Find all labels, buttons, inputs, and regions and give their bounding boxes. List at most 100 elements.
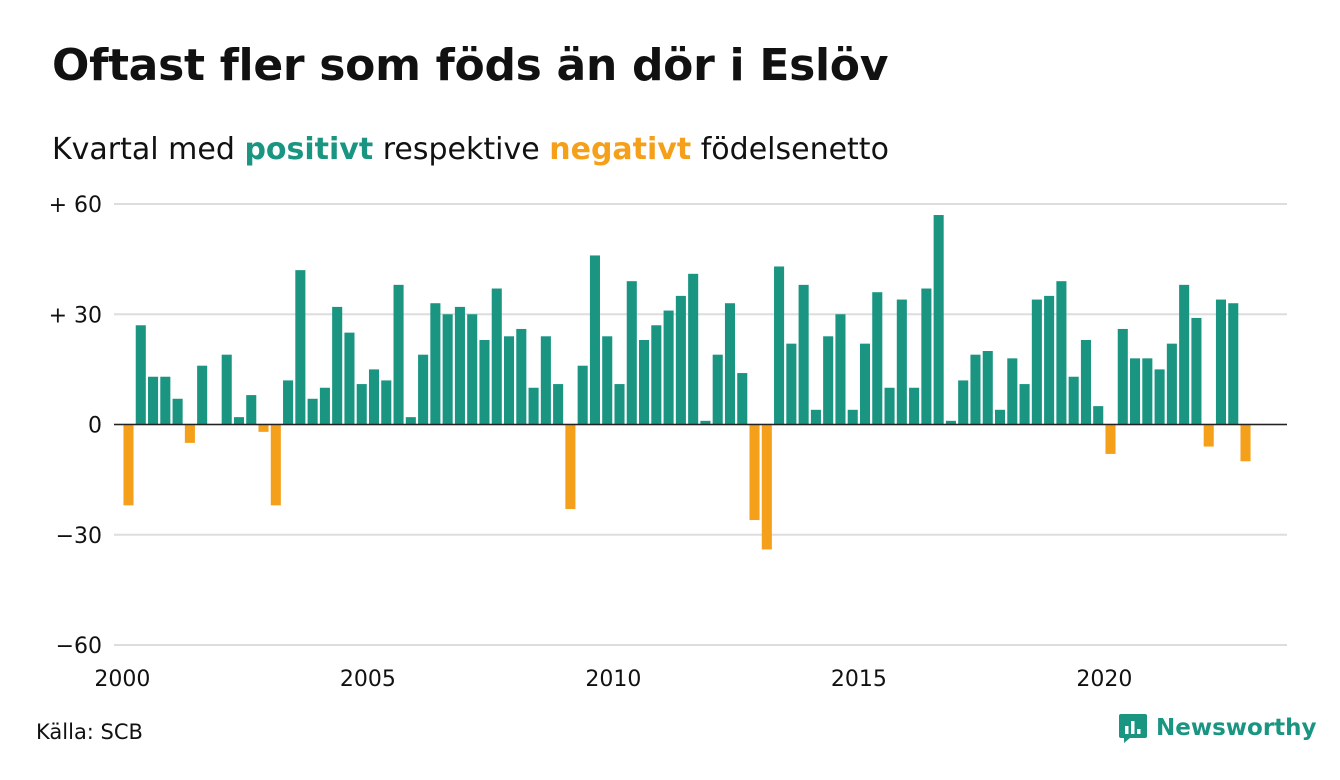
bar-2005-q4 (405, 417, 416, 425)
bar-2010-q3 (639, 339, 650, 425)
bar-2002-q3 (246, 395, 257, 425)
bar-2018-q3 (1031, 299, 1042, 425)
bar-2002-q2 (233, 417, 245, 425)
bar-2015-q4 (896, 299, 907, 425)
bar-2020-q4 (1142, 358, 1153, 425)
bar-chart: + 60 + 30 0 −30 −60 2000 2005 2010 2015 2020 (49, 193, 1287, 692)
bar-2009-q1 (565, 424, 576, 510)
bar-2018-q1 (1007, 358, 1018, 425)
bar-2004-q2 (332, 306, 343, 425)
bar-2014-q4 (847, 409, 858, 425)
bar-2004-q3 (344, 332, 355, 425)
bar-2021-q4 (1191, 317, 1202, 425)
bar-2020-q3 (1130, 358, 1141, 425)
bar-2002-q1 (221, 354, 232, 425)
brand-logo: Newsworthy (1118, 712, 1317, 744)
bar-2005-q1 (368, 369, 380, 425)
bar-2011-q2 (675, 295, 686, 425)
bar-2007-q2 (479, 339, 490, 425)
bar-2010-q1 (614, 384, 625, 425)
bars (123, 215, 1251, 550)
bar-2013-q2 (774, 266, 785, 425)
y-tick-label: −60 (56, 634, 102, 659)
bar-2003-q4 (307, 398, 318, 425)
bar-2012-q2 (724, 303, 736, 425)
bar-2019-q4 (1093, 406, 1104, 425)
bar-2020-q2 (1117, 328, 1128, 425)
bar-2001-q1 (172, 398, 183, 425)
source-note: Källa: SCB (36, 720, 143, 744)
x-tick-label: 2000 (94, 667, 150, 692)
x-tick-label: 2020 (1076, 667, 1132, 692)
bar-2017-q4 (994, 409, 1006, 425)
bar-2000-q1 (123, 424, 134, 506)
bar-2003-q2 (283, 380, 294, 425)
bar-2015-q1 (859, 343, 871, 425)
bar-2005-q3 (393, 284, 404, 425)
bar-2008-q4 (553, 384, 564, 425)
bar-2022-q1 (1203, 424, 1214, 447)
bar-2005-q2 (381, 380, 392, 425)
bar-2003-q1 (270, 424, 281, 506)
subtitle-negative-word: negativt (549, 132, 692, 167)
x-tick-label: 2015 (831, 667, 887, 692)
bar-2018-q4 (1044, 295, 1055, 425)
bar-2007-q1 (467, 314, 478, 425)
bar-2002-q4 (258, 424, 269, 432)
bar-2004-q1 (319, 387, 330, 425)
y-tick-label: 0 (88, 414, 102, 439)
bar-2009-q2 (577, 365, 588, 425)
bar-2022-q4 (1240, 424, 1251, 462)
bar-2019-q2 (1068, 376, 1079, 425)
bar-2021-q3 (1179, 284, 1190, 425)
bar-2022-q3 (1228, 303, 1239, 425)
bar-2013-q4 (798, 284, 809, 425)
bar-2004-q4 (356, 384, 367, 425)
bar-2006-q3 (442, 314, 453, 425)
bar-2012-q1 (712, 354, 723, 425)
bar-2001-q2 (184, 424, 195, 443)
bar-2014-q1 (810, 409, 821, 425)
bar-2019-q3 (1080, 339, 1091, 425)
bar-2009-q4 (602, 336, 613, 425)
bar-2020-q1 (1105, 424, 1116, 454)
bar-2000-q2 (135, 325, 146, 425)
bar-2017-q1 (958, 380, 969, 425)
bar-2001-q3 (197, 365, 208, 425)
bar-2003-q3 (295, 270, 306, 425)
bar-2021-q2 (1166, 343, 1177, 425)
bar-chart-speech-bubble-icon (1119, 714, 1147, 743)
bar-2008-q1 (516, 328, 527, 425)
bar-2006-q1 (418, 354, 429, 425)
bar-2011-q4 (700, 420, 711, 425)
bar-2006-q4 (454, 306, 465, 425)
bar-2013-q3 (786, 343, 797, 425)
bar-2016-q3 (933, 215, 944, 425)
subtitle-text-3: födelsenetto (700, 132, 889, 167)
bar-2010-q2 (626, 281, 637, 425)
x-tick-label: 2010 (585, 667, 641, 692)
x-tick-label: 2005 (340, 667, 396, 692)
subtitle-text-2: respektive (382, 132, 540, 167)
axis-labels: + 60 + 30 0 −30 −60 2000 2005 2010 2015 2020 (49, 193, 1287, 692)
y-tick-label: + 60 (49, 193, 102, 218)
bar-2010-q4 (651, 325, 662, 425)
bar-2012-q3 (737, 373, 748, 425)
bar-2011-q1 (663, 310, 674, 425)
chart-subtitle: Kvartal med positivt respektive negativt… (52, 132, 889, 167)
subtitle-positive-word: positivt (244, 132, 374, 167)
bar-2000-q4 (160, 376, 171, 425)
bar-2007-q4 (503, 336, 515, 425)
bar-2017-q3 (982, 351, 993, 425)
bar-2017-q2 (970, 354, 981, 425)
bar-2007-q3 (491, 288, 502, 425)
y-tick-label: + 30 (49, 303, 102, 328)
bar-2016-q4 (945, 420, 956, 425)
bar-2008-q3 (540, 336, 551, 425)
bar-2016-q1 (909, 387, 920, 425)
bar-2011-q3 (688, 273, 699, 425)
y-tick-label: −30 (56, 524, 102, 549)
bar-2018-q2 (1019, 384, 1030, 425)
bar-2022-q2 (1215, 299, 1227, 425)
brand-name: Newsworthy (1156, 715, 1317, 741)
